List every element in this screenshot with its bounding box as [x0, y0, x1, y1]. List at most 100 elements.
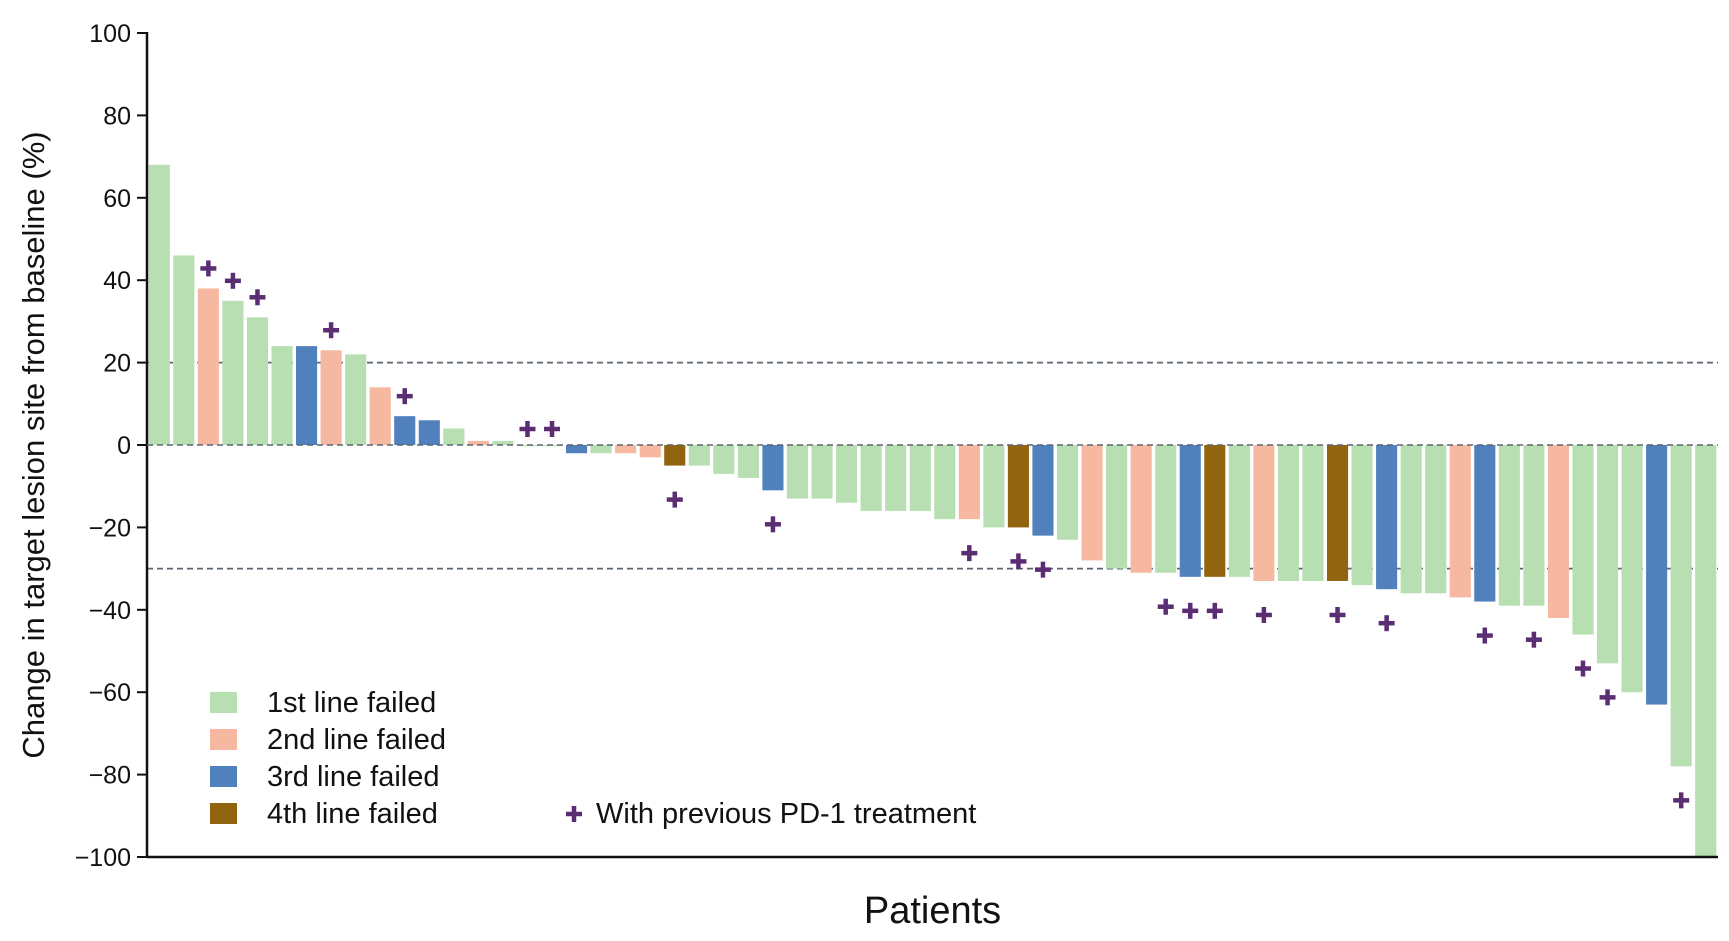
bar: [1351, 445, 1373, 586]
bar: [369, 387, 391, 445]
pd1-marker: [1157, 598, 1174, 615]
legend-marker-label: With previous PD-1 treatment: [596, 798, 976, 830]
bar: [1621, 445, 1643, 693]
y-tick-label: 40: [103, 267, 131, 295]
pd1-marker: [1673, 792, 1690, 809]
bar: [860, 445, 882, 511]
bar: [246, 317, 269, 445]
pd1-marker: [666, 491, 683, 508]
pd1-marker: [1182, 602, 1199, 619]
y-tick-label: −100: [75, 844, 131, 872]
bar: [1056, 445, 1079, 540]
bar: [443, 428, 465, 445]
pd1-marker: [249, 289, 266, 306]
pd1-marker: [1255, 606, 1272, 623]
legend-label: 4th line failed: [267, 798, 438, 830]
bar: [1572, 445, 1594, 635]
y-tick-label: 100: [89, 20, 131, 48]
bar: [1498, 445, 1520, 606]
pd1-marker: [1034, 561, 1051, 578]
legend-swatch: [210, 803, 237, 824]
pd1-marker: [396, 388, 413, 405]
bar: [1277, 445, 1299, 581]
bar: [786, 445, 809, 499]
y-tick-label: −20: [89, 514, 131, 542]
pd1-marker: [224, 272, 241, 289]
bar: [688, 445, 710, 466]
bar: [197, 288, 219, 445]
x-axis-title: Patients: [864, 890, 1001, 932]
bar: [811, 445, 833, 499]
pd1-marker: [1378, 615, 1395, 632]
pd1-marker: [1329, 606, 1346, 623]
bar: [1302, 445, 1324, 581]
y-tick-label: 20: [103, 350, 131, 378]
bar: [1130, 445, 1152, 573]
pd1-marker: [200, 260, 217, 277]
y-tick-label: 0: [117, 432, 131, 460]
bar: [934, 445, 956, 520]
bar: [909, 445, 931, 511]
bar: [394, 416, 416, 445]
bar: [1523, 445, 1545, 606]
legend-label: 2nd line failed: [267, 724, 446, 756]
y-tick-label: −80: [89, 762, 131, 790]
bar: [983, 445, 1005, 528]
pd1-marker: [323, 322, 340, 339]
legend-label: 1st line failed: [267, 687, 436, 719]
bar: [1425, 445, 1447, 594]
y-tick-label: −60: [89, 679, 131, 707]
pd1-marker: [1599, 689, 1616, 706]
bar: [271, 346, 293, 445]
bar: [320, 350, 342, 445]
pd1-marker: [1525, 631, 1542, 648]
bar: [1155, 445, 1177, 573]
axes: 100 80 60 40 20 0 −20 −40 −60 −80 −100: [75, 20, 1718, 872]
y-tick-label: 60: [103, 185, 131, 213]
pd1-marker: [544, 421, 561, 437]
y-tick-label: 80: [103, 102, 131, 130]
legend-swatch: [210, 729, 237, 750]
bar: [1670, 445, 1692, 767]
bar: [1081, 445, 1103, 561]
bars: [148, 164, 1717, 857]
y-axis-title: Change in target lesion site from baseli…: [16, 131, 51, 758]
bar: [958, 445, 980, 520]
bar: [737, 445, 759, 478]
pd1-marker: [1010, 553, 1027, 570]
bar: [418, 420, 440, 445]
pd1-marker: [764, 516, 781, 533]
legend-swatch: [210, 692, 237, 713]
bar: [1204, 445, 1226, 577]
bar: [148, 164, 170, 445]
bar: [615, 445, 637, 454]
bar: [1032, 445, 1054, 536]
bar: [1449, 445, 1471, 598]
bar: [566, 445, 588, 454]
bar: [1007, 445, 1029, 528]
bar: [762, 445, 784, 491]
bar: [345, 354, 367, 445]
pd1-marker: [1574, 660, 1591, 677]
bar: [885, 445, 907, 511]
bar: [492, 440, 514, 445]
bar: [1547, 445, 1570, 619]
legend-marker: [566, 806, 582, 822]
bar: [222, 300, 244, 445]
bar: [467, 440, 489, 445]
bar: [1228, 445, 1250, 577]
bar: [664, 445, 686, 466]
pd1-marker: [519, 421, 536, 437]
y-tick-label: −40: [89, 597, 131, 625]
pd1-marker: [961, 545, 978, 562]
bar: [1400, 445, 1422, 594]
legend-swatch: [210, 766, 237, 787]
bar: [1695, 445, 1717, 857]
legend-label: 3rd line failed: [267, 761, 440, 793]
bar: [173, 255, 195, 445]
pd1-marker: [1476, 627, 1493, 644]
reference-lines: [147, 361, 1718, 570]
bar: [1179, 445, 1201, 577]
bar: [1253, 445, 1275, 581]
